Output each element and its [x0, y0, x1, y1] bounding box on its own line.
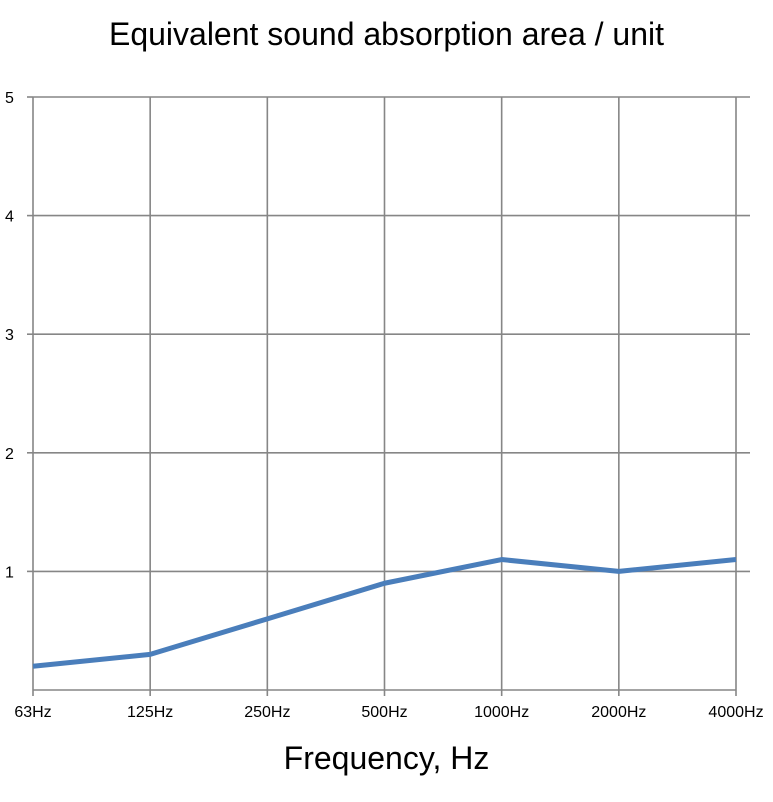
chart-title: Equivalent sound absorption area / unit — [108, 16, 665, 52]
x-axis-title: Frequency, Hz — [283, 740, 490, 776]
axes — [27, 96, 737, 696]
y-tick-label: 4 — [5, 209, 14, 226]
gridlines — [32, 96, 750, 690]
series-layer — [32, 557, 737, 669]
x-tick-labels: 63Hz 125Hz 250Hz 500Hz 1000Hz 2000Hz 4000Hz — [14, 704, 763, 721]
y-tick-label: 3 — [5, 327, 14, 344]
x-tick-label: 125Hz — [127, 704, 173, 721]
y-tick-label: 2 — [5, 446, 14, 463]
x-tick-label: 4000Hz — [708, 704, 763, 721]
x-tick-label: 1000Hz — [474, 704, 529, 721]
x-tick-label: 2000Hz — [591, 704, 646, 721]
x-tick-label: 250Hz — [244, 704, 290, 721]
x-tick-label: 500Hz — [361, 704, 407, 721]
y-tick-labels: 1 2 3 4 5 — [5, 90, 14, 581]
y-tick-label: 5 — [5, 90, 14, 107]
x-tick-label: 63Hz — [14, 704, 51, 721]
y-tick-label: 1 — [5, 564, 14, 581]
